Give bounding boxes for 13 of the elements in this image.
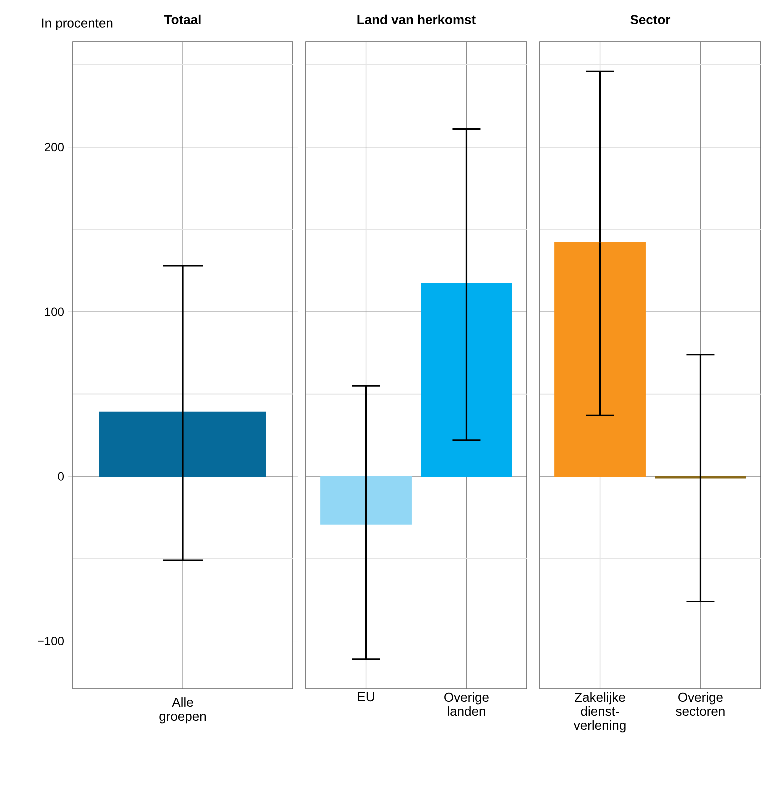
y-tick-label: −100 <box>38 637 64 646</box>
y-tick-label: 100 <box>45 308 64 316</box>
chart-title: Sector <box>630 15 671 24</box>
x-tick-label: Overige sectoren <box>676 692 725 716</box>
chart-title: Land van herkomst <box>358 14 476 24</box>
chart-title: Totaal <box>164 14 201 24</box>
x-tick-label: Alle groepen <box>160 698 206 724</box>
y-tick-label: 200 <box>45 143 64 152</box>
x-tick-label: Overige landen <box>444 692 489 716</box>
y-tick-label: 0 <box>58 472 64 481</box>
x-tick-label: Zakelijke dienst-verlening <box>574 692 626 733</box>
x-tick-label: EU <box>358 692 374 702</box>
y-axis-title: In procenten <box>42 18 113 30</box>
